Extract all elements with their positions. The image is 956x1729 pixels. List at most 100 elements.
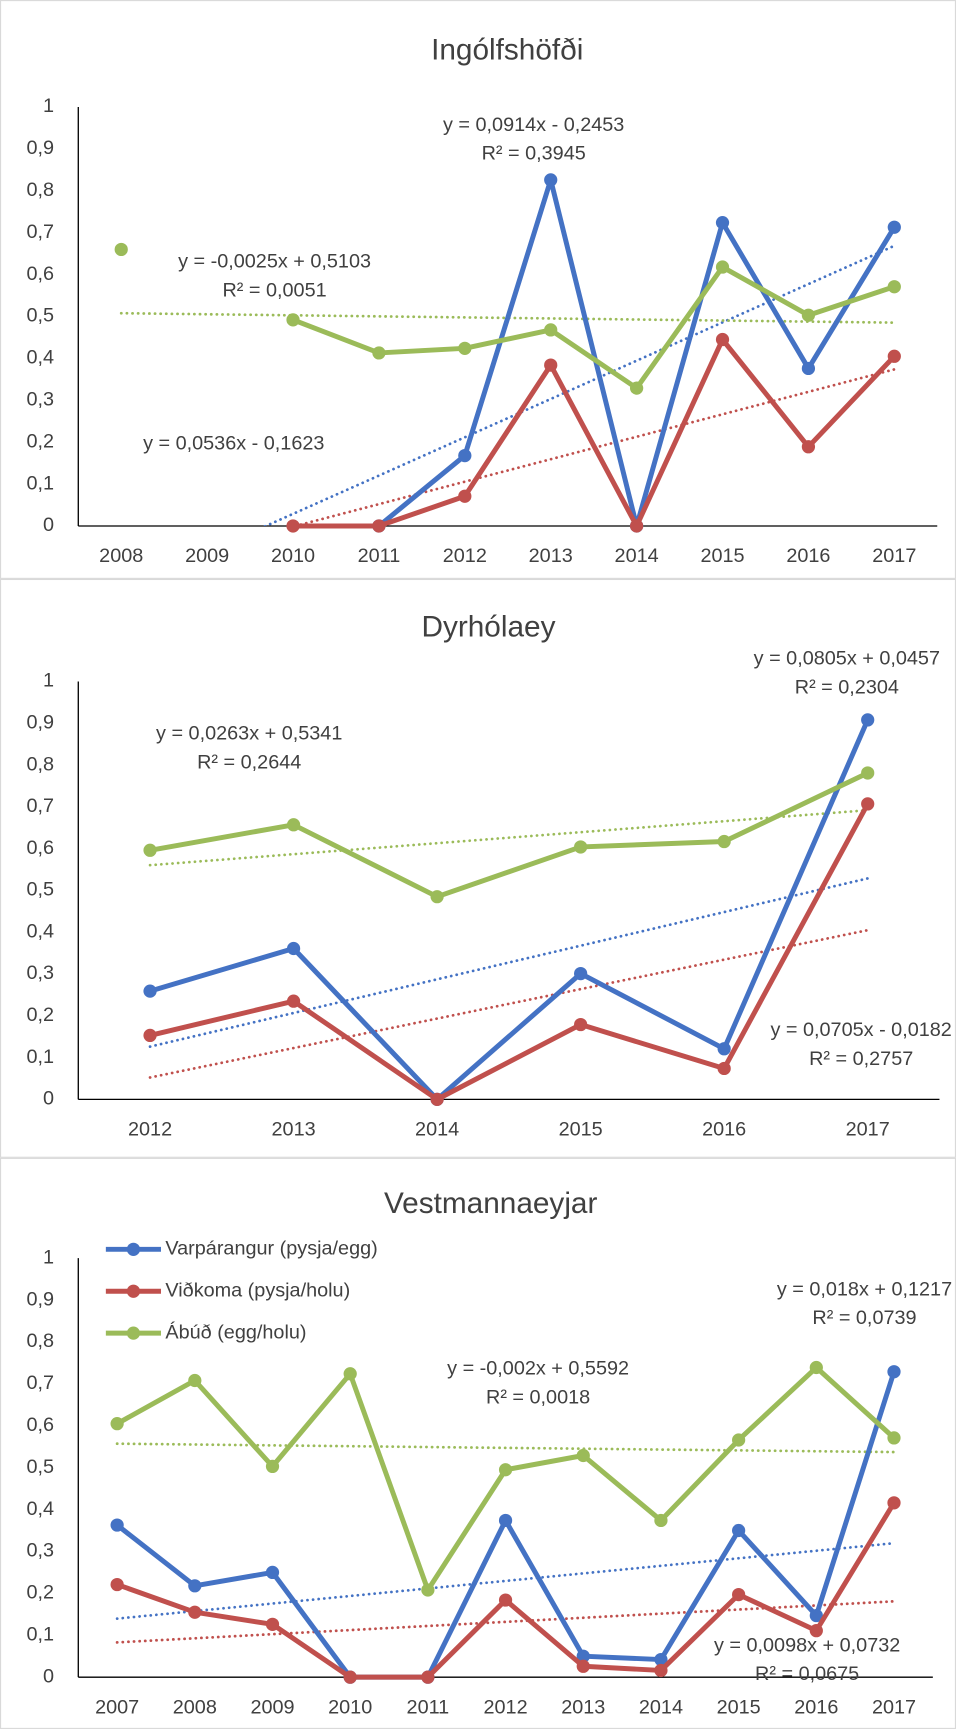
marker bbox=[887, 349, 901, 363]
y-tick-label: 0,5 bbox=[26, 305, 54, 327]
marker bbox=[143, 843, 157, 857]
y-tick-label: 0,3 bbox=[26, 962, 54, 984]
marker bbox=[110, 1417, 124, 1431]
marker bbox=[574, 966, 588, 981]
y-tick-label: 0,3 bbox=[26, 389, 54, 411]
marker bbox=[574, 1017, 588, 1032]
y-tick-label: 0,4 bbox=[26, 920, 54, 942]
y-tick-label: 0,3 bbox=[26, 1540, 54, 1562]
marker bbox=[265, 1565, 280, 1580]
x-tick-label: 2015 bbox=[717, 1696, 761, 1718]
y-tick-label: 0,6 bbox=[26, 263, 54, 285]
legend-label: Varpárangur (pysja/egg) bbox=[165, 1238, 377, 1260]
y-tick-label: 0,9 bbox=[26, 1288, 54, 1310]
x-tick-label: 2014 bbox=[415, 1118, 459, 1140]
trendline bbox=[115, 1599, 896, 1644]
y-tick-label: 0,1 bbox=[26, 1623, 54, 1645]
marker bbox=[809, 1624, 823, 1638]
marker bbox=[286, 818, 301, 832]
marker bbox=[286, 994, 301, 1008]
trendline-equation: y = 0,018x + 0,1217 bbox=[777, 1278, 952, 1300]
trendline bbox=[148, 808, 870, 867]
series-line bbox=[147, 770, 871, 900]
y-tick-label: 1 bbox=[43, 1246, 54, 1268]
trendline bbox=[289, 368, 896, 526]
marker bbox=[430, 890, 444, 904]
marker bbox=[576, 1448, 590, 1463]
x-tick-label: 2013 bbox=[272, 1118, 316, 1140]
marker bbox=[717, 834, 731, 849]
marker bbox=[576, 1649, 590, 1663]
x-tick-label: 2010 bbox=[271, 545, 315, 567]
x-tick-label: 2015 bbox=[559, 1118, 603, 1140]
series-line bbox=[290, 264, 897, 391]
marker bbox=[732, 1523, 746, 1538]
marker bbox=[343, 1670, 357, 1684]
trendline-r2: R² = 0,0051 bbox=[222, 279, 326, 301]
trendline-equation: y = 0,0914x - 0,2453 bbox=[443, 114, 624, 136]
marker bbox=[372, 346, 386, 360]
legend-marker bbox=[126, 1242, 141, 1256]
marker bbox=[801, 361, 816, 376]
chart-title: Dyrhólaey bbox=[421, 610, 555, 643]
trendline-equation: y = 0,0536x - 0,1623 bbox=[143, 433, 324, 455]
x-tick-label: 2016 bbox=[786, 545, 830, 567]
marker bbox=[188, 1605, 202, 1619]
y-tick-label: 0,6 bbox=[26, 1414, 54, 1436]
marker bbox=[715, 260, 730, 274]
y-tick-label: 0,6 bbox=[26, 837, 54, 859]
marker bbox=[110, 1577, 124, 1592]
marker bbox=[498, 1593, 513, 1607]
marker bbox=[286, 519, 300, 533]
marker bbox=[801, 308, 816, 322]
x-tick-label: 2008 bbox=[173, 1696, 217, 1718]
trendline bbox=[148, 928, 870, 1079]
marker bbox=[887, 1496, 901, 1510]
marker bbox=[544, 173, 558, 187]
y-tick-label: 0,5 bbox=[26, 1456, 54, 1478]
marker bbox=[630, 519, 644, 533]
marker bbox=[861, 797, 875, 811]
marker bbox=[143, 1028, 157, 1043]
marker bbox=[732, 1587, 746, 1602]
y-tick-label: 1 bbox=[43, 95, 54, 117]
trendline-r2: R² = 0,2644 bbox=[197, 751, 301, 773]
marker bbox=[430, 1092, 444, 1106]
marker bbox=[887, 220, 901, 234]
marker bbox=[715, 216, 730, 230]
marker bbox=[458, 341, 472, 355]
x-tick-label: 2017 bbox=[846, 1118, 890, 1140]
marker bbox=[574, 840, 588, 854]
y-tick-label: 0,1 bbox=[26, 472, 54, 494]
marker bbox=[630, 381, 644, 395]
marker bbox=[110, 1518, 124, 1532]
marker bbox=[654, 1663, 668, 1678]
y-tick-label: 0,7 bbox=[26, 1372, 54, 1394]
marker bbox=[544, 323, 558, 337]
y-tick-label: 0,1 bbox=[26, 1046, 54, 1068]
trendline bbox=[262, 244, 896, 526]
panel-border bbox=[0, 0, 956, 579]
marker bbox=[286, 941, 301, 956]
trendline-equation: y = -0,0025x + 0,5103 bbox=[178, 251, 371, 273]
marker bbox=[576, 1659, 590, 1673]
x-tick-label: 2017 bbox=[872, 1696, 916, 1718]
trendline bbox=[119, 311, 896, 325]
y-tick-label: 0 bbox=[43, 1088, 54, 1110]
x-tick-label: 2012 bbox=[443, 545, 487, 567]
trendline-equation: y = -0,002x + 0,5592 bbox=[447, 1358, 629, 1380]
y-tick-label: 0,4 bbox=[26, 347, 54, 369]
trendline-r2: R² = 0,3945 bbox=[482, 143, 586, 165]
trendline-equation: y = 0,0805x + 0,0457 bbox=[754, 648, 940, 670]
y-tick-label: 0,4 bbox=[26, 1498, 54, 1520]
marker bbox=[887, 280, 901, 294]
marker bbox=[861, 713, 875, 727]
marker bbox=[544, 358, 558, 372]
legend-label: Ábúð (egg/holu) bbox=[165, 1320, 306, 1343]
series-line bbox=[147, 801, 871, 1102]
marker bbox=[717, 1061, 731, 1076]
trendline-r2: R² = 0,0739 bbox=[812, 1307, 916, 1329]
marker bbox=[286, 313, 300, 327]
